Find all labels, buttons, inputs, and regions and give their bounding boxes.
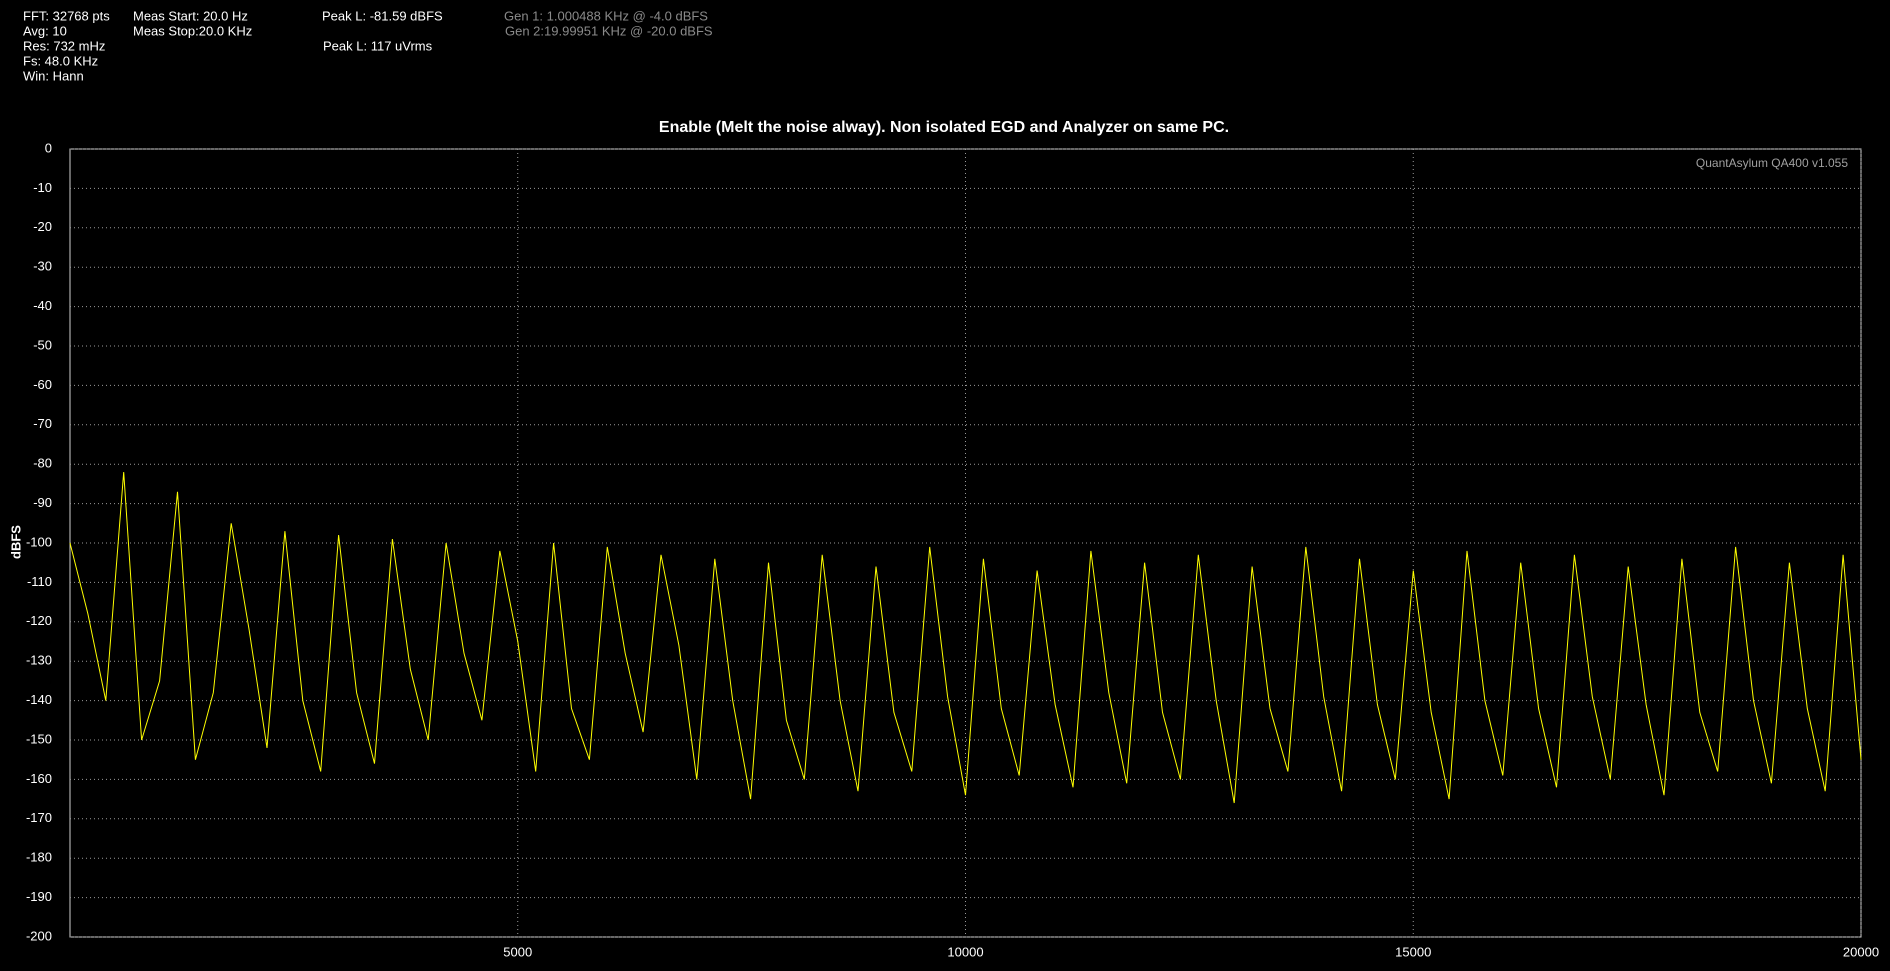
- y-tick-label: -50: [33, 337, 52, 352]
- y-tick-label: -190: [26, 889, 52, 904]
- status-text: Meas Start: 20.0 Hz: [133, 8, 248, 23]
- y-tick-label: -170: [26, 810, 52, 825]
- y-tick-label: -120: [26, 613, 52, 628]
- y-tick-label: -90: [33, 495, 52, 510]
- generator-text: Gen 2:19.99951 KHz @ -20.0 dBFS: [505, 23, 713, 38]
- y-tick-label: -70: [33, 416, 52, 431]
- y-tick-label: -80: [33, 456, 52, 471]
- y-tick-label: -60: [33, 377, 52, 392]
- y-tick-label: 0: [45, 140, 52, 155]
- status-text: FFT: 32768 pts: [23, 8, 110, 23]
- y-tick-label: -30: [33, 259, 52, 274]
- status-text: Avg: 10: [23, 23, 67, 38]
- y-tick-label: -10: [33, 180, 52, 195]
- watermark: QuantAsylum QA400 v1.055: [1696, 156, 1848, 170]
- x-tick-label: 5000: [503, 944, 532, 959]
- y-tick-label: -20: [33, 219, 52, 234]
- y-tick-label: -200: [26, 928, 52, 943]
- status-text: Win: Hann: [23, 68, 84, 83]
- status-text: Fs: 48.0 KHz: [23, 53, 98, 68]
- x-tick-label: 10000: [947, 944, 983, 959]
- y-tick-label: -150: [26, 731, 52, 746]
- generator-text: Gen 1: 1.000488 KHz @ -4.0 dBFS: [504, 8, 708, 23]
- status-text: Peak L: 117 uVrms: [323, 38, 433, 53]
- y-tick-label: -140: [26, 692, 52, 707]
- y-tick-label: -110: [27, 574, 52, 589]
- y-tick-label: -180: [26, 850, 52, 865]
- y-axis-label: dBFS: [8, 525, 23, 559]
- x-tick-label: 15000: [1395, 944, 1431, 959]
- y-tick-label: -130: [26, 653, 52, 668]
- status-text: Meas Stop:20.0 KHz: [133, 23, 252, 38]
- spectrum-line: [69, 472, 1862, 804]
- y-tick-label: -40: [33, 298, 52, 313]
- y-tick-label: -100: [26, 534, 52, 549]
- status-text: Peak L: -81.59 dBFS: [322, 8, 443, 23]
- y-tick-label: -160: [26, 771, 52, 786]
- status-text: Res: 732 mHz: [23, 38, 105, 53]
- chart-title: Enable (Melt the noise alway). Non isola…: [659, 119, 1229, 136]
- x-tick-label: 20000: [1843, 944, 1879, 959]
